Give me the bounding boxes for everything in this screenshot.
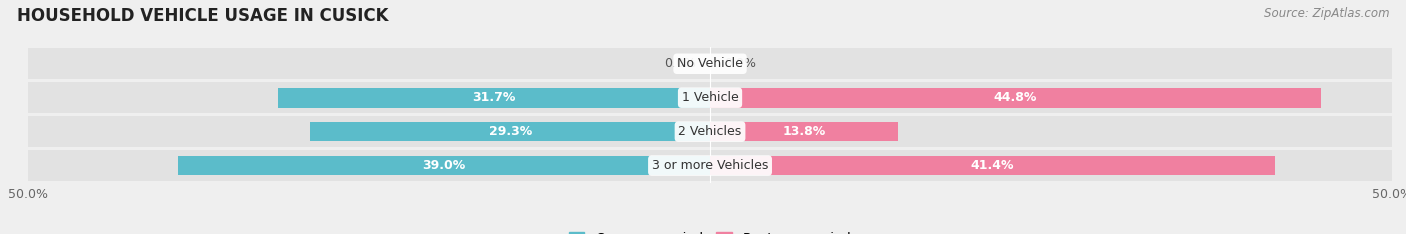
Text: 31.7%: 31.7% bbox=[472, 91, 516, 104]
Bar bbox=[28, 150, 1392, 181]
Text: 3 or more Vehicles: 3 or more Vehicles bbox=[652, 159, 768, 172]
Text: 13.8%: 13.8% bbox=[783, 125, 825, 138]
Bar bbox=[28, 82, 1392, 113]
Bar bbox=[28, 116, 1392, 147]
Text: 39.0%: 39.0% bbox=[422, 159, 465, 172]
Bar bbox=[278, 88, 710, 108]
Bar bbox=[710, 122, 898, 142]
Text: 0.0%: 0.0% bbox=[665, 57, 696, 70]
Text: HOUSEHOLD VEHICLE USAGE IN CUSICK: HOUSEHOLD VEHICLE USAGE IN CUSICK bbox=[17, 7, 388, 25]
Text: 2 Vehicles: 2 Vehicles bbox=[679, 125, 741, 138]
Bar bbox=[28, 48, 1392, 79]
Text: Source: ZipAtlas.com: Source: ZipAtlas.com bbox=[1264, 7, 1389, 20]
Text: 29.3%: 29.3% bbox=[489, 125, 531, 138]
Bar bbox=[710, 88, 1322, 108]
Text: 41.4%: 41.4% bbox=[970, 159, 1014, 172]
Text: 44.8%: 44.8% bbox=[994, 91, 1038, 104]
Bar bbox=[710, 156, 1275, 176]
Text: 0.0%: 0.0% bbox=[724, 57, 755, 70]
Text: No Vehicle: No Vehicle bbox=[678, 57, 742, 70]
Bar bbox=[179, 156, 710, 176]
Legend: Owner-occupied, Renter-occupied: Owner-occupied, Renter-occupied bbox=[564, 227, 856, 234]
Bar bbox=[311, 122, 710, 142]
Text: 1 Vehicle: 1 Vehicle bbox=[682, 91, 738, 104]
